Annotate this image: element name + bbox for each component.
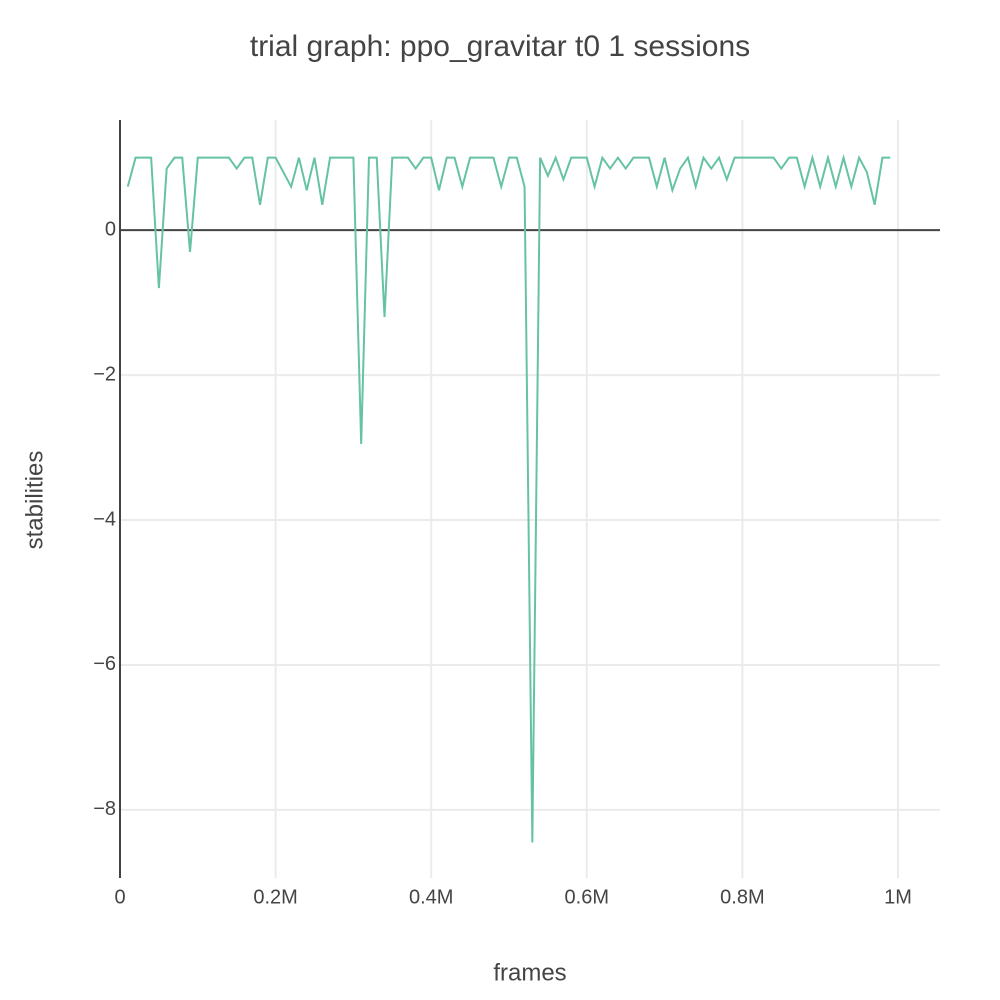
y-axis-label: stabilities (21, 451, 48, 550)
x-tick-label: 1M (884, 886, 912, 908)
x-tick-label: 0.2M (253, 886, 297, 908)
y-tick-label: −4 (93, 508, 116, 530)
x-tick-label: 0 (114, 886, 125, 908)
data-line (126, 153, 891, 843)
x-axis-label: frames (493, 959, 566, 986)
chart-title: trial graph: ppo_gravitar t0 1 sessions (250, 30, 750, 63)
y-tick-label: −8 (93, 798, 116, 820)
x-tick-label: 0.6M (565, 886, 609, 908)
y-tick-label: −2 (93, 363, 116, 385)
y-tick-label: 0 (105, 218, 116, 240)
y-tick-label: −6 (93, 653, 116, 675)
x-tick-label: 0.4M (409, 886, 453, 908)
x-tick-label: 0.8M (720, 886, 764, 908)
